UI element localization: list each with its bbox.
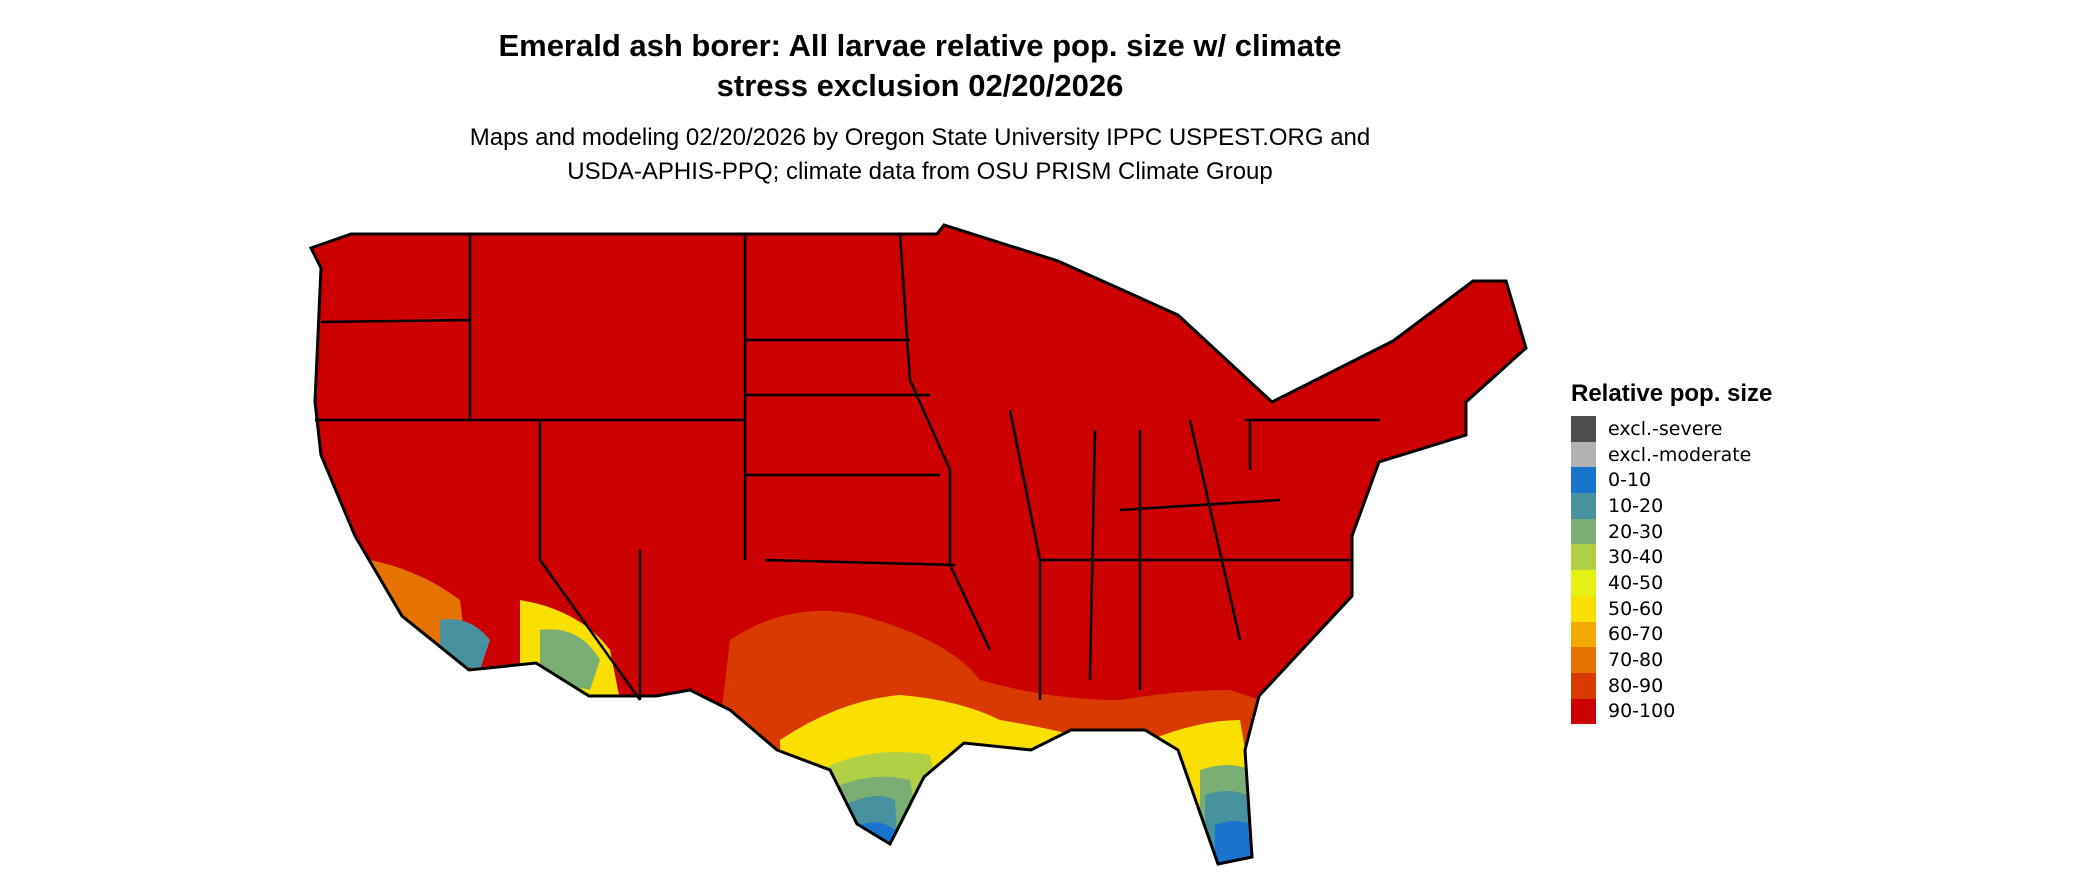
legend-swatch	[1571, 595, 1596, 622]
map-title-line-1: Emerald ash borer: All larvae relative p…	[498, 28, 1342, 63]
legend-item: 10-20	[1571, 493, 1772, 519]
legend-title: Relative pop. size	[1571, 380, 1773, 407]
legend-swatch	[1571, 570, 1596, 596]
legend-item: excl.-moderate	[1571, 441, 1772, 468]
legend-label: 80-90	[1608, 674, 1664, 697]
legend-item: 30-40	[1571, 544, 1772, 571]
legend-label: 70-80	[1608, 649, 1664, 672]
map-subtitle-line-1: Maps and modeling 02/20/2026 by Oregon S…	[469, 124, 1371, 151]
legend-swatch	[1571, 416, 1596, 442]
legend-swatch	[1571, 621, 1596, 648]
legend-label: 10-20	[1608, 494, 1664, 517]
map-subtitle-line-2: USDA-APHIS-PPQ; climate data from OSU PR…	[567, 158, 1273, 185]
zone-0-10-florida	[1215, 821, 1260, 864]
legend-label: 30-40	[1608, 546, 1664, 569]
legend-item: excl.-severe	[1571, 416, 1772, 442]
legend-item: 80-90	[1571, 672, 1772, 699]
legend-label: 60-70	[1608, 623, 1664, 646]
legend-swatch	[1571, 467, 1596, 494]
legend-item: 60-70	[1571, 621, 1772, 648]
map-title-line-2: stress exclusion 02/20/2026	[716, 68, 1124, 103]
legend-label: excl.-severe	[1608, 417, 1723, 440]
legend-item: 50-60	[1571, 595, 1772, 622]
legend-item: 70-80	[1571, 647, 1772, 673]
legend: Relative pop. size excl.-severe excl.-mod…	[1571, 380, 1773, 725]
legend-label: 20-30	[1608, 520, 1664, 543]
zone-10-20-texas	[845, 796, 900, 864]
legend-swatch	[1571, 672, 1596, 699]
legend-swatch	[1571, 698, 1596, 725]
legend-swatch	[1571, 647, 1596, 673]
legend-swatch	[1571, 493, 1596, 519]
legend-item: 90-100	[1571, 698, 1772, 725]
legend-label: 90-100	[1608, 700, 1676, 723]
legend-item: 20-30	[1571, 518, 1772, 545]
legend-swatch	[1571, 441, 1596, 468]
zone-0-10-texas	[860, 822, 895, 864]
legend-label: 50-60	[1608, 597, 1664, 620]
state-borders	[315, 233, 1380, 701]
legend-item: 0-10	[1571, 467, 1772, 494]
legend-item: 40-50	[1571, 570, 1772, 596]
legend-swatch	[1571, 544, 1596, 571]
legend-swatch	[1571, 518, 1596, 545]
legend-label: excl.-moderate	[1608, 443, 1752, 466]
legend-label: 40-50	[1608, 571, 1664, 594]
legend-label: 0-10	[1608, 469, 1652, 492]
